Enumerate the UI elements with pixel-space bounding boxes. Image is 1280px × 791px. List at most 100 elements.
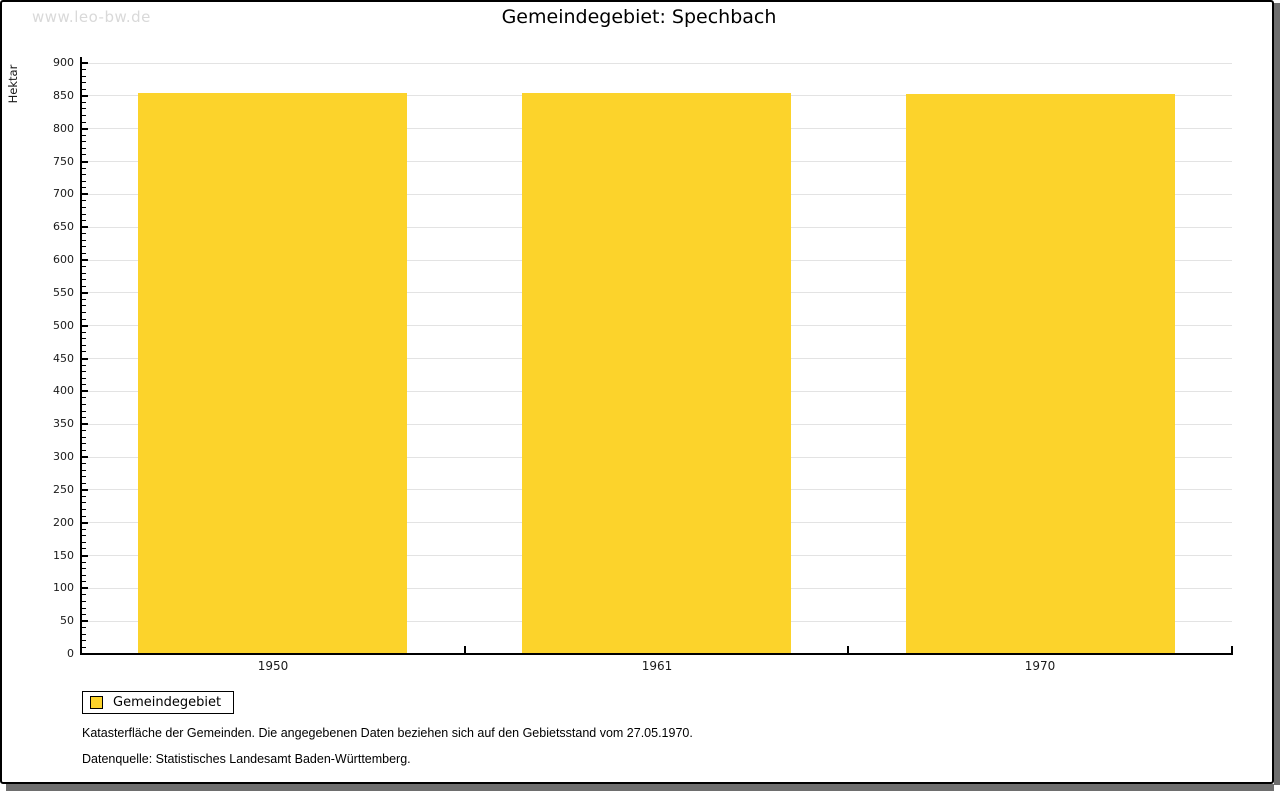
y-minor-tick <box>82 108 86 110</box>
y-minor-tick <box>82 187 86 189</box>
y-major-tick <box>82 620 88 623</box>
y-major-tick <box>82 521 88 524</box>
y-axis-line <box>80 57 82 655</box>
y-minor-tick <box>82 351 86 353</box>
y-major-tick <box>82 62 88 64</box>
y-minor-tick <box>82 213 86 215</box>
y-minor-tick <box>82 397 86 399</box>
y-major-tick <box>82 324 88 327</box>
x-tick-label: 1970 <box>1024 659 1056 673</box>
watermark: www.leo-bw.de <box>32 8 151 26</box>
y-minor-tick <box>82 384 86 386</box>
y-minor-tick <box>82 364 86 366</box>
y-minor-tick <box>82 121 86 123</box>
x-category-tick <box>463 646 466 653</box>
y-major-tick <box>82 226 88 229</box>
legend-label: Gemeindegebiet <box>113 695 222 710</box>
y-minor-tick <box>82 154 86 156</box>
y-major-tick <box>82 193 88 196</box>
y-minor-tick <box>82 344 86 346</box>
y-minor-tick <box>82 101 86 103</box>
y-major-tick <box>82 554 88 557</box>
y-tick-label: 600 <box>53 253 74 266</box>
legend-swatch-icon <box>90 696 103 709</box>
y-minor-tick <box>82 502 86 504</box>
y-minor-tick <box>82 147 86 149</box>
y-minor-tick <box>82 515 86 517</box>
y-minor-tick <box>82 82 86 84</box>
y-minor-tick <box>82 69 86 71</box>
y-major-tick <box>82 653 88 655</box>
y-minor-tick <box>82 220 86 222</box>
x-axis-line <box>80 653 1233 655</box>
y-minor-tick <box>82 141 86 143</box>
y-minor-tick <box>82 417 86 419</box>
y-minor-tick <box>82 535 86 537</box>
y-tick-label: 800 <box>53 121 74 135</box>
y-major-tick <box>82 291 88 294</box>
footnote-datasource: Datenquelle: Statistisches Landesamt Bad… <box>82 752 411 766</box>
y-minor-tick <box>82 88 86 90</box>
y-minor-tick <box>82 633 86 635</box>
y-tick-label: 350 <box>53 417 74 431</box>
y-minor-tick <box>82 371 86 373</box>
y-major-tick <box>82 127 88 130</box>
y-tick-label: 850 <box>53 88 74 102</box>
y-tick-label: 700 <box>53 187 74 201</box>
y-minor-tick <box>82 272 86 274</box>
y-minor-tick <box>82 449 86 451</box>
y-tick-label: 500 <box>53 318 74 332</box>
y-minor-tick <box>82 206 86 208</box>
y-minor-tick <box>82 246 86 248</box>
y-tick-label: 0 <box>67 647 74 660</box>
y-minor-tick <box>82 134 86 136</box>
y-major-tick <box>82 587 88 590</box>
y-tick-label: 750 <box>53 154 74 168</box>
window-shadow-right <box>1274 3 1280 785</box>
y-minor-tick <box>82 377 86 379</box>
y-minor-tick <box>82 640 86 642</box>
y-minor-tick <box>82 509 86 511</box>
chart-title: Gemeindegebiet: Spechbach <box>501 6 777 28</box>
y-minor-tick <box>82 528 86 530</box>
y-minor-tick <box>82 568 86 570</box>
y-minor-tick <box>82 627 86 629</box>
y-minor-tick <box>82 646 86 648</box>
bar-1961 <box>522 93 791 654</box>
y-major-tick <box>82 259 88 261</box>
y-tick-label: 550 <box>53 285 74 299</box>
y-tick-label: 200 <box>53 515 74 529</box>
y-minor-tick <box>82 548 86 550</box>
y-minor-tick <box>82 463 86 465</box>
bar-1970 <box>906 94 1175 654</box>
y-tick-label: 100 <box>53 581 74 595</box>
y-minor-tick <box>82 115 86 117</box>
x-axis-end-tick <box>1231 646 1233 653</box>
y-tick-label: 650 <box>53 220 74 234</box>
y-major-tick <box>82 423 88 426</box>
y-axis-label: Hektar <box>6 64 20 104</box>
y-major-tick <box>82 357 88 360</box>
y-tick-label: 450 <box>53 351 74 365</box>
y-major-tick <box>82 160 88 163</box>
window-shadow-bottom <box>6 784 1274 791</box>
y-major-tick <box>82 488 88 491</box>
y-minor-tick <box>82 443 86 445</box>
y-minor-tick <box>82 239 86 241</box>
y-minor-tick <box>82 403 86 405</box>
y-minor-tick <box>82 614 86 616</box>
y-major-tick <box>82 456 88 458</box>
y-minor-tick <box>82 285 86 287</box>
y-minor-tick <box>82 298 86 300</box>
y-minor-tick <box>82 331 86 333</box>
y-minor-tick <box>82 594 86 596</box>
y-minor-tick <box>82 233 86 235</box>
y-minor-tick <box>82 252 86 254</box>
x-tick-label: 1950 <box>257 659 289 673</box>
y-minor-tick <box>82 430 86 432</box>
y-tick-label: 250 <box>53 482 74 496</box>
y-minor-tick <box>82 541 86 543</box>
y-minor-tick <box>82 410 86 412</box>
y-major-tick <box>82 94 88 97</box>
